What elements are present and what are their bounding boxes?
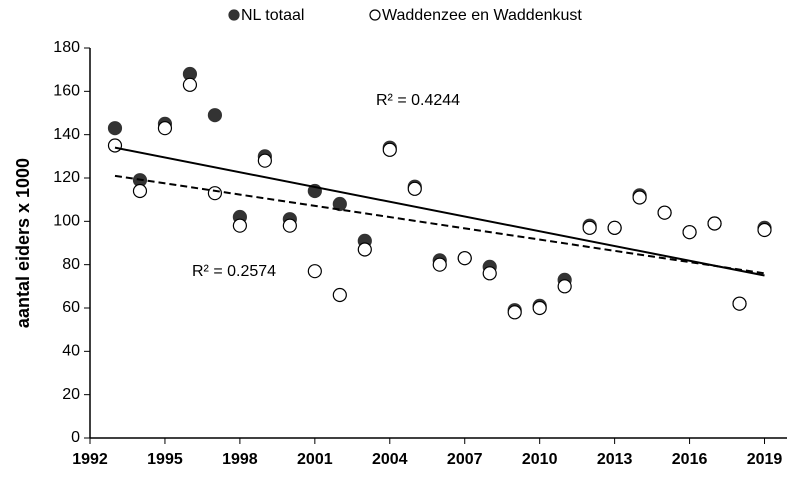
point (732, 296, 747, 311)
x-tick-label: 1992 (72, 451, 108, 468)
x-tick-label: 1995 (147, 451, 183, 468)
point (332, 287, 347, 303)
y-tick-label: 40 (62, 343, 80, 360)
y-tick-label: 60 (62, 299, 80, 316)
point (407, 181, 422, 196)
point (357, 242, 372, 257)
point (707, 216, 722, 231)
point (507, 305, 522, 320)
y-tick-label: 120 (53, 169, 80, 186)
x-tick-label: 1998 (222, 451, 258, 468)
point (382, 142, 397, 157)
y-tick-label: 140 (53, 126, 80, 143)
y-axis-label: aantal eiders x 1000 (13, 158, 33, 328)
trendline (114, 146, 765, 277)
point (107, 121, 123, 136)
point (132, 183, 148, 199)
point (332, 196, 347, 212)
r2-annotation: R² = 0.4244 (376, 92, 460, 109)
point (207, 108, 223, 123)
x-tick-label: 2001 (297, 451, 333, 468)
x-tick-label: 2016 (672, 451, 708, 468)
x-tick-label: 2010 (522, 451, 558, 468)
x-tick-label: 2007 (447, 451, 483, 468)
point (157, 121, 173, 136)
point (432, 257, 447, 272)
legend-marker (369, 9, 381, 21)
point (632, 190, 647, 205)
point (282, 218, 297, 233)
r2-annotation: R² = 0.2574 (192, 263, 276, 280)
x-tick-label: 2013 (597, 451, 633, 468)
point (257, 153, 272, 168)
point (657, 205, 672, 220)
point (582, 220, 597, 235)
point (757, 222, 772, 238)
point (482, 266, 497, 281)
point (107, 138, 123, 153)
y-tick-label: 0 (71, 429, 80, 446)
y-tick-label: 80 (62, 256, 80, 273)
point (207, 186, 223, 201)
point (182, 77, 198, 92)
point (232, 218, 247, 233)
legend-marker (228, 9, 240, 21)
point (532, 300, 547, 316)
point (307, 264, 322, 279)
point (557, 279, 572, 294)
y-tick-label: 20 (62, 386, 80, 403)
y-tick-label: 100 (53, 213, 80, 230)
x-tick-label: 2004 (372, 451, 408, 468)
point (607, 220, 622, 235)
y-tick-label: 180 (53, 39, 80, 56)
legend-label: Waddenzee en Waddenkust (382, 7, 582, 24)
point (682, 225, 697, 240)
y-tick-label: 160 (53, 83, 80, 100)
point (457, 251, 472, 266)
legend-label: NL totaal (241, 7, 304, 24)
x-tick-label: 2019 (747, 451, 783, 468)
